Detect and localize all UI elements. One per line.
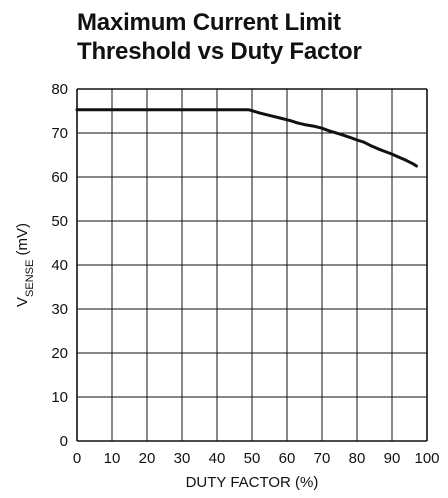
y-tick-label: 0 [60, 433, 68, 450]
x-tick-label: 80 [349, 450, 366, 467]
x-tick-label: 0 [73, 450, 81, 467]
y-axis-label-main: V [14, 297, 31, 307]
x-tick-label: 100 [414, 450, 439, 467]
chart-title-line-1: Maximum Current Limit [77, 9, 341, 36]
x-tick-label: 90 [384, 450, 401, 467]
chart-title: Maximum Current Limit Threshold vs Duty … [77, 8, 437, 66]
y-tick-label: 10 [51, 389, 68, 406]
x-tick-label: 30 [174, 450, 191, 467]
series-line [75, 108, 418, 168]
chart-series [75, 108, 418, 168]
y-axis-ticks: 0 10 20 30 40 50 60 70 80 [51, 81, 68, 450]
y-tick-label: 80 [51, 81, 68, 98]
y-tick-label: 70 [51, 125, 68, 142]
y-tick-label: 60 [51, 169, 68, 186]
x-tick-label: 70 [314, 450, 331, 467]
chart-title-line-2: Threshold vs Duty Factor [77, 38, 362, 65]
y-tick-label: 50 [51, 213, 68, 230]
y-axis-label-unit: (mV) [14, 223, 31, 260]
x-axis-ticks: 0 10 20 30 40 50 60 70 80 90 100 [73, 450, 440, 467]
y-axis-label: VSENSE (mV) [14, 223, 36, 307]
x-axis-label: DUTY FACTOR (%) [186, 474, 319, 491]
x-tick-label: 40 [209, 450, 226, 467]
x-tick-label: 50 [244, 450, 261, 467]
y-tick-label: 40 [51, 257, 68, 274]
x-tick-label: 10 [104, 450, 121, 467]
chart-grid [76, 88, 428, 442]
y-tick-label: 30 [51, 301, 68, 318]
y-tick-label: 20 [51, 345, 68, 362]
x-tick-label: 60 [279, 450, 296, 467]
x-tick-label: 20 [139, 450, 156, 467]
y-axis-label-subscript: SENSE [24, 260, 36, 297]
